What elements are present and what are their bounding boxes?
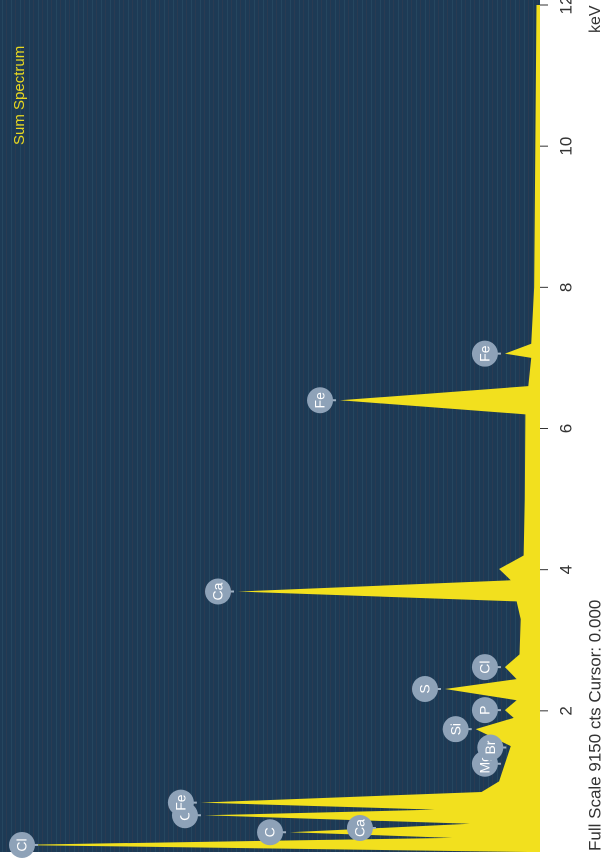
x-tick-label: 8 xyxy=(556,283,575,292)
peak-label: S xyxy=(417,684,433,693)
peak-label: Si xyxy=(447,723,463,735)
peak-badge xyxy=(471,697,498,724)
peak-badge xyxy=(471,340,498,367)
peak-label: Ca xyxy=(352,819,368,837)
peak-label: Ca xyxy=(210,582,226,600)
peak-badge xyxy=(471,654,498,681)
plot-area xyxy=(0,0,540,852)
peak-badge xyxy=(442,716,469,743)
peak-badge xyxy=(167,789,194,816)
peak-label: P xyxy=(477,705,493,714)
x-tick-label: 2 xyxy=(556,706,575,715)
peak-badge xyxy=(411,675,438,702)
peak-badge xyxy=(205,578,232,605)
peak-label: C xyxy=(262,827,278,837)
peak-label: Cl xyxy=(477,660,493,673)
x-tick-label: 10 xyxy=(556,137,575,156)
peak-badge xyxy=(477,734,504,761)
peak-badge xyxy=(257,819,284,846)
peak-label: Br xyxy=(482,740,498,754)
peak-badge xyxy=(307,387,334,414)
x-axis-label: keV xyxy=(587,5,604,33)
peak-label: Cl xyxy=(14,838,30,851)
peak-label: O xyxy=(177,810,193,821)
peak-label: Fe xyxy=(477,345,493,362)
footer: Full Scale 9150 cts Cursor: 0.000 xyxy=(585,600,604,851)
peak-badge xyxy=(9,831,35,858)
x-tick-label: 4 xyxy=(556,565,575,574)
x-tick-label: 12 xyxy=(556,0,575,14)
x-tick-label: 6 xyxy=(556,424,575,433)
peak-badge xyxy=(346,815,373,842)
chart-title: Sum Spectrum xyxy=(11,46,28,145)
peak-label: Fe xyxy=(173,794,189,811)
peak-label: Fe xyxy=(312,392,328,409)
